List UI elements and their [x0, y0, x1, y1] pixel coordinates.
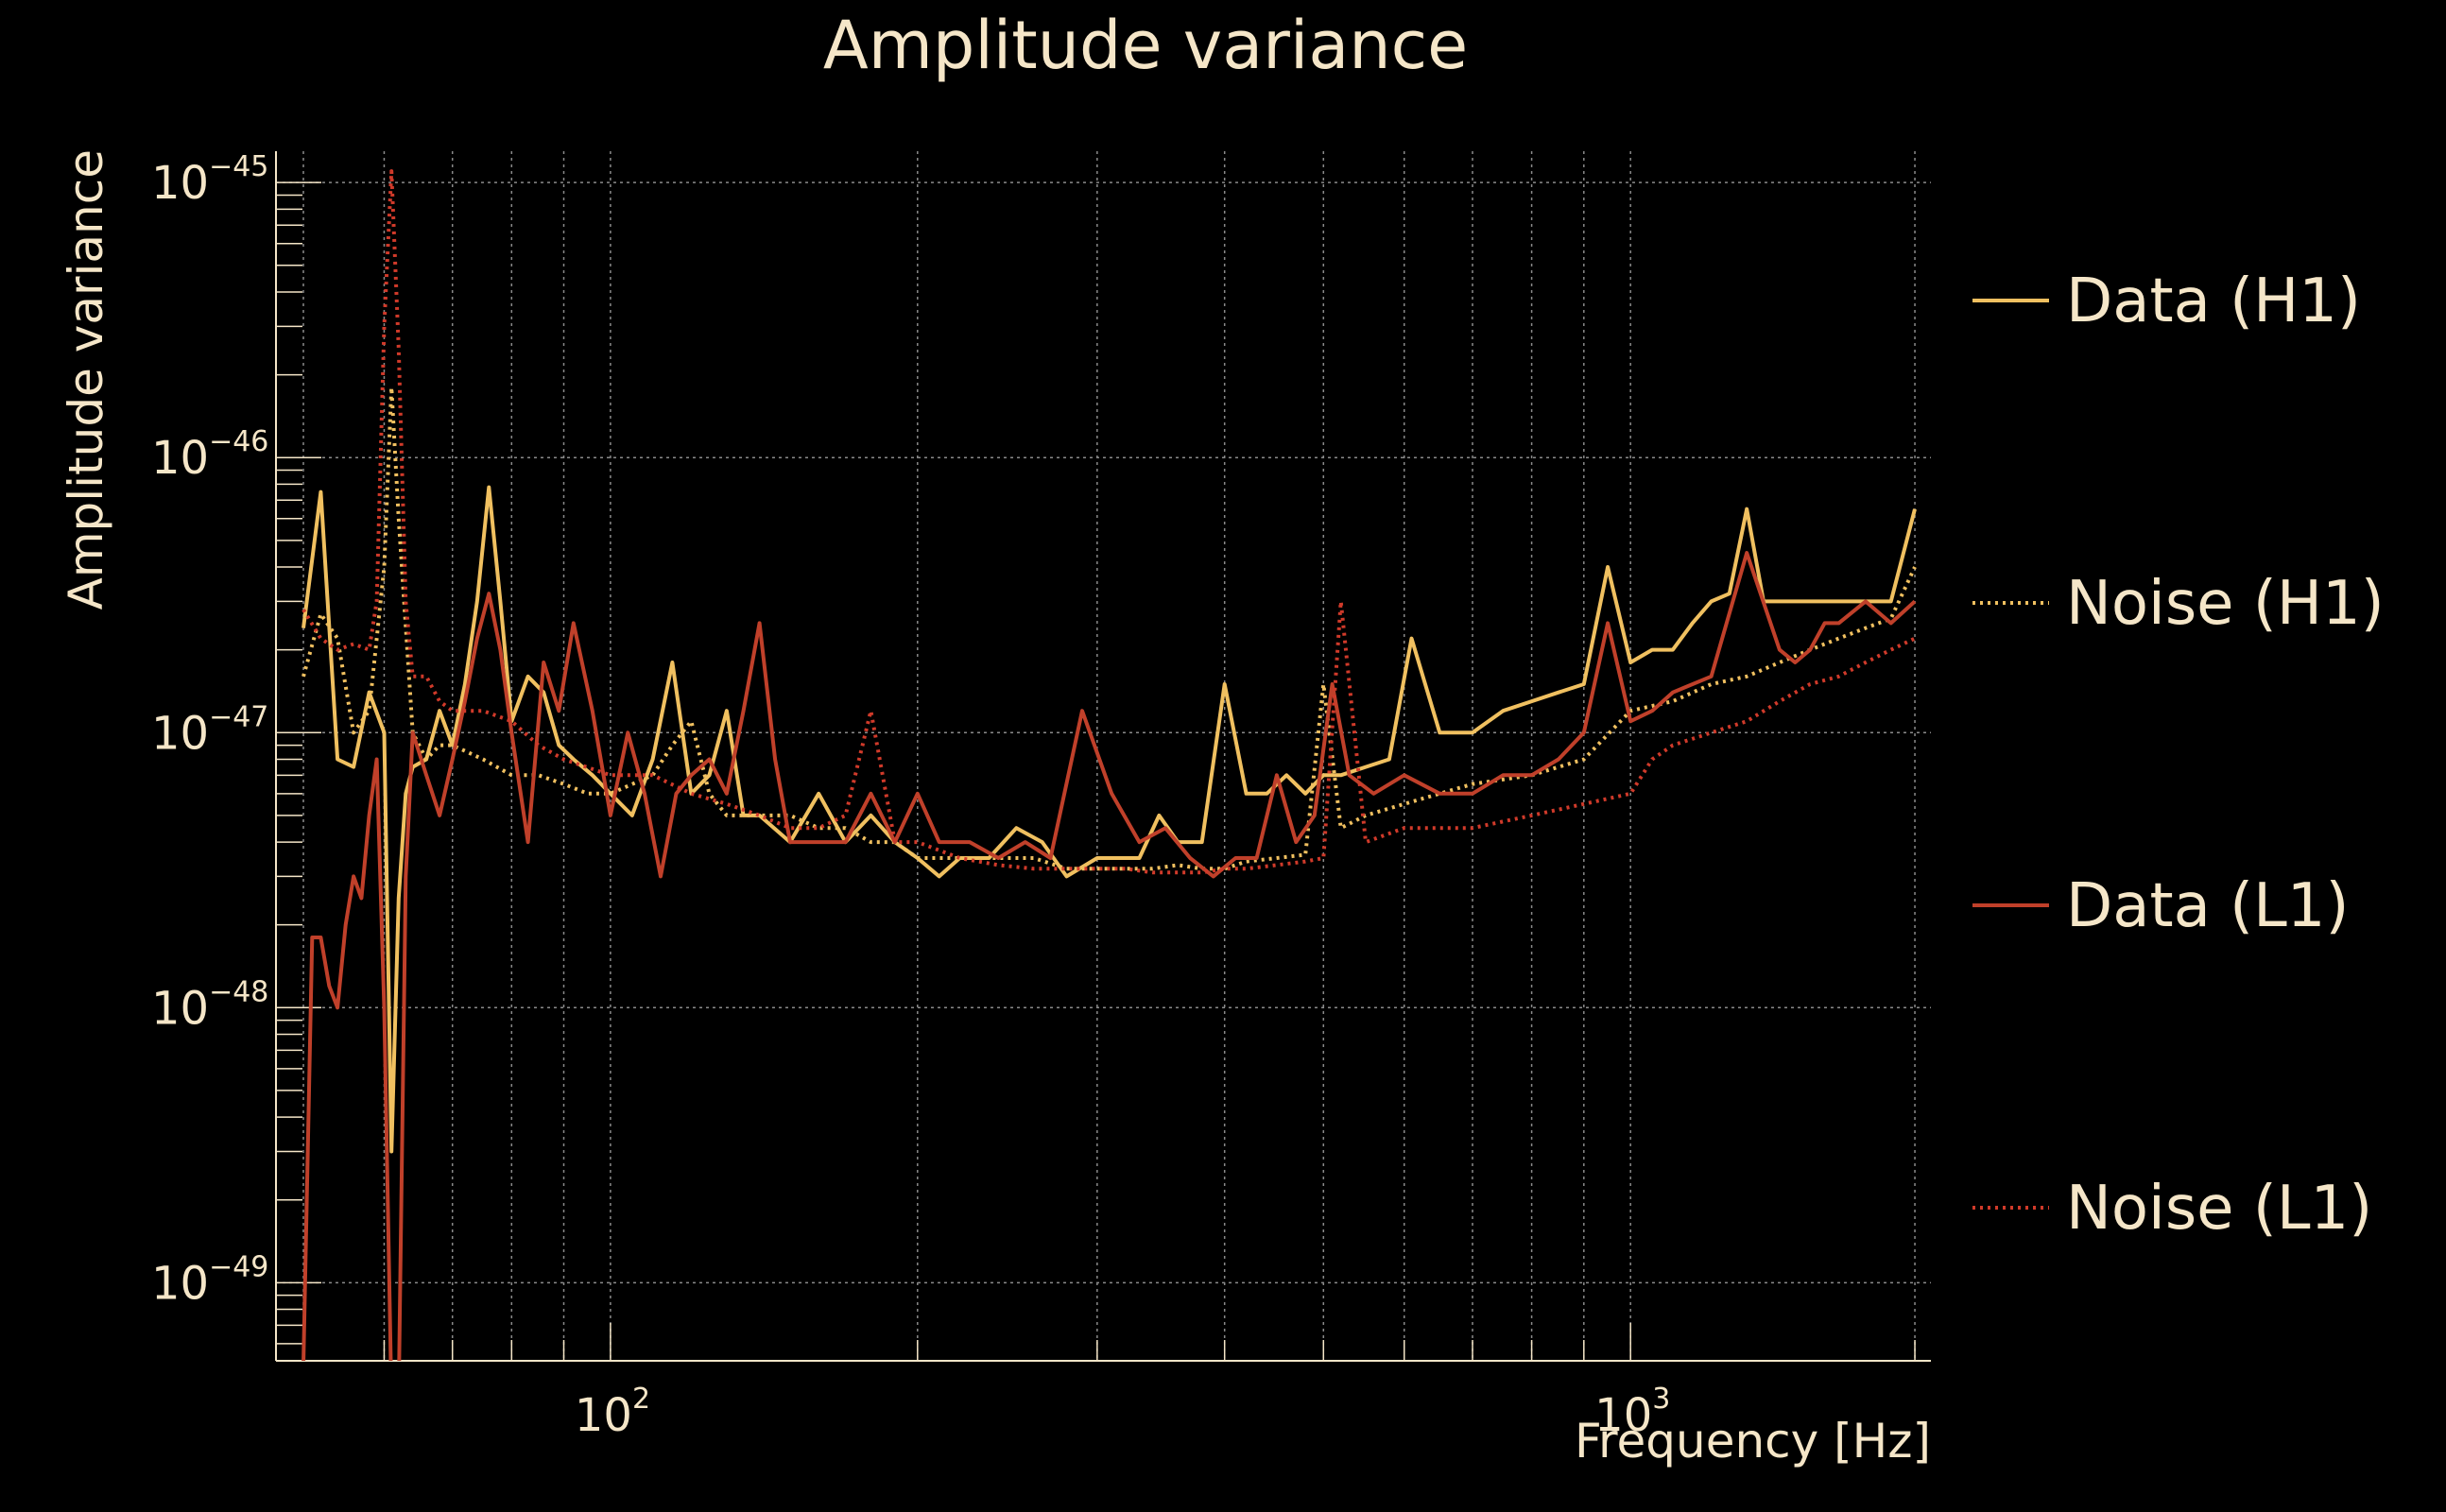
y-tick-label: 10−46	[151, 425, 268, 485]
legend-label: Noise (L1)	[2066, 1174, 2372, 1244]
grid-lines	[276, 151, 1931, 1361]
plot-area	[301, 169, 1917, 1361]
legend-label: Data (H1)	[2066, 266, 2361, 336]
legend: Data (H1) Noise (H1) Data (L1) Noise (L1)	[1972, 266, 2385, 1244]
x-tick-label: 102	[575, 1383, 650, 1442]
plot-frame	[275, 151, 1931, 1362]
x-axis-label: Frequency [Hz]	[1575, 1414, 1931, 1469]
y-axis-label: Amplitude variance	[59, 149, 113, 610]
legend-label: Data (L1)	[2066, 871, 2349, 941]
series-line-2	[301, 385, 1917, 871]
y-tick-labels: 10−45 10−46 10−47 10−48 10−49	[151, 150, 268, 1310]
series-line-3	[301, 551, 1917, 1361]
y-tick-label: 10−45	[151, 150, 268, 210]
chart-title: Amplitude variance	[823, 7, 1468, 84]
x-tick-label: 103	[1594, 1383, 1670, 1442]
y-tick-label: 10−49	[151, 1250, 268, 1310]
y-tick-label: 10−47	[151, 700, 268, 760]
x-tick-labels: 102 103	[575, 1383, 1670, 1442]
series-line-1	[301, 485, 1917, 1154]
legend-label: Noise (H1)	[2066, 569, 2385, 639]
y-tick-label: 10−48	[151, 975, 268, 1035]
